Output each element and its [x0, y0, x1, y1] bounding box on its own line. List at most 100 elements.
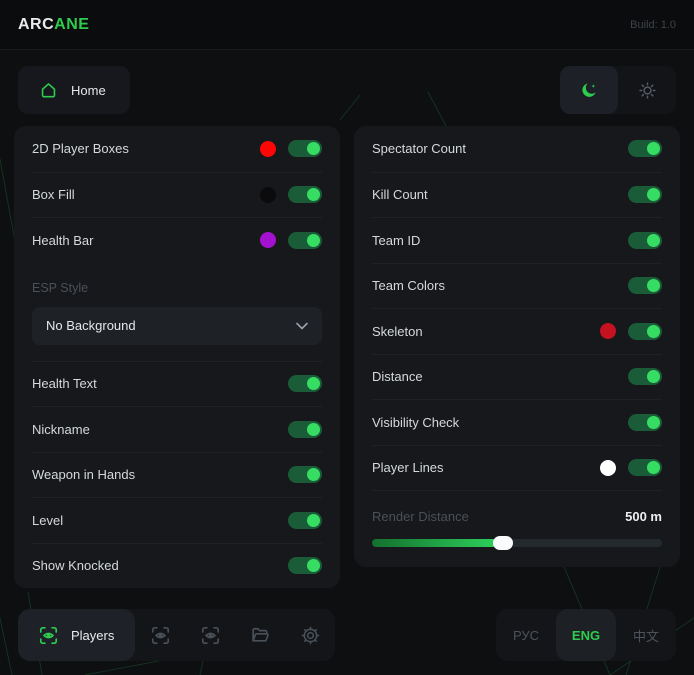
toggle-switch[interactable] — [288, 140, 322, 158]
setting-label: Weapon in Hands — [32, 467, 136, 483]
toggle-knob — [647, 233, 660, 247]
toggle-switch[interactable] — [288, 420, 322, 438]
toggle-switch[interactable] — [288, 511, 322, 529]
nav-icon-buttons — [135, 609, 335, 661]
chevron-down-icon — [296, 322, 308, 330]
toggle-switch[interactable] — [288, 186, 322, 204]
setting-row: Nickname — [32, 406, 322, 452]
esp-style-label: ESP Style — [32, 280, 89, 295]
settings-area: 2D Player Boxes Box Fill Health Bar ESP St… — [0, 126, 694, 588]
setting-label: Box Fill — [32, 187, 75, 203]
color-picker-dot[interactable] — [260, 186, 276, 203]
lang-button-中文[interactable]: 中文 — [632, 628, 659, 644]
left-rows-bottom: Health Text Nickname Weapon in Hands Level S… — [32, 360, 322, 589]
setting-label: Show Knocked — [32, 558, 119, 574]
lang-button-ENG[interactable]: ENG — [556, 609, 616, 661]
setting-label: Skeleton — [372, 323, 423, 339]
toggle-switch[interactable] — [628, 459, 662, 477]
esp-panel-right: Spectator Count Kill Count Team ID Team Col… — [354, 126, 680, 567]
toggle-switch[interactable] — [628, 413, 662, 431]
setting-label: Nickname — [32, 421, 90, 437]
sun-icon — [638, 81, 656, 99]
scan-eye-icon — [39, 626, 58, 645]
color-picker-dot[interactable] — [600, 459, 616, 476]
home-label: Home — [71, 82, 106, 98]
toggle-knob — [307, 377, 320, 391]
setting-label: Health Bar — [32, 232, 94, 248]
gear-button[interactable] — [285, 609, 335, 661]
scan-eye-button[interactable] — [135, 609, 185, 661]
color-picker-dot[interactable] — [260, 140, 276, 157]
setting-label: Health Text — [32, 376, 97, 392]
color-picker-dot[interactable] — [260, 232, 276, 249]
toggle-switch[interactable] — [288, 375, 322, 393]
build-version: Build: 1.0 — [630, 18, 676, 31]
setting-controls — [628, 231, 662, 249]
light-mode-button[interactable] — [618, 66, 676, 114]
toggle-knob — [647, 188, 660, 202]
lang-button-РУС[interactable]: РУС — [512, 627, 540, 643]
setting-controls — [288, 375, 322, 393]
render-distance-slider[interactable] — [372, 536, 662, 550]
esp-style-section: ESP Style No Background — [32, 263, 322, 361]
esp-style-value: No Background — [46, 318, 136, 333]
toggle-switch[interactable] — [628, 231, 662, 249]
setting-label: Kill Count — [372, 187, 428, 203]
language-selector: РУС ENG 中文 — [496, 609, 676, 661]
dark-mode-button[interactable] — [560, 66, 618, 114]
toggle-knob — [307, 468, 320, 482]
esp-panel-left: 2D Player Boxes Box Fill Health Bar ESP St… — [14, 126, 340, 588]
feature-nav-pill: Players — [18, 609, 336, 661]
toggle-knob — [307, 559, 320, 573]
bottom-nav: Players РУС ENG 中文 — [0, 609, 694, 675]
setting-controls — [600, 459, 662, 477]
toggle-switch[interactable] — [288, 231, 322, 249]
setting-row: 2D Player Boxes — [32, 126, 322, 172]
setting-row: Distance — [372, 353, 662, 400]
scan-eye-button[interactable] — [185, 609, 235, 661]
toggle-knob — [647, 142, 660, 156]
left-rows-top: 2D Player Boxes Box Fill Health Bar — [32, 126, 322, 263]
right-rows: Spectator Count Kill Count Team ID Team Col… — [372, 126, 662, 490]
setting-controls — [288, 557, 322, 575]
home-button[interactable]: Home — [18, 66, 130, 114]
setting-controls — [600, 322, 662, 340]
title-bar: ARCANE Build: 1.0 — [0, 0, 694, 50]
logo-part-green: ANE — [54, 15, 90, 33]
setting-row: Kill Count — [372, 171, 662, 218]
esp-style-dropdown[interactable]: No Background — [32, 306, 322, 345]
color-picker-dot[interactable] — [600, 323, 616, 340]
toggle-switch[interactable] — [288, 557, 322, 575]
tab-players[interactable]: Players — [18, 609, 136, 661]
setting-label: Level — [32, 512, 64, 528]
setting-row: Health Text — [32, 360, 322, 407]
setting-label: Distance — [372, 369, 423, 385]
toggle-switch[interactable] — [288, 466, 322, 484]
moon-icon — [581, 82, 598, 99]
toggle-knob — [647, 279, 660, 293]
setting-controls — [288, 511, 322, 529]
scan-eye-icon — [151, 626, 170, 645]
setting-row: Level — [32, 497, 322, 543]
logo-part-white: ARC — [18, 15, 55, 33]
toggle-knob — [307, 142, 320, 156]
theme-toggle-group — [560, 66, 676, 114]
slider-knob[interactable] — [492, 536, 513, 550]
setting-row: Visibility Check — [372, 399, 662, 445]
render-distance-value: 500 m — [625, 508, 662, 524]
setting-row: Weapon in Hands — [32, 451, 322, 498]
render-distance-label: Render Distance — [372, 508, 469, 524]
setting-row: Spectator Count — [372, 126, 662, 172]
toggle-switch[interactable] — [628, 277, 662, 295]
toggle-switch[interactable] — [628, 186, 662, 204]
toggle-switch[interactable] — [628, 140, 662, 158]
folder-button[interactable] — [235, 609, 285, 661]
setting-row: Skeleton — [372, 308, 662, 354]
slider-fill — [372, 539, 503, 547]
toolbar: Home — [0, 50, 694, 126]
toggle-knob — [647, 324, 660, 338]
toggle-knob — [647, 415, 660, 429]
toggle-switch[interactable] — [628, 368, 662, 386]
toggle-switch[interactable] — [628, 322, 662, 340]
